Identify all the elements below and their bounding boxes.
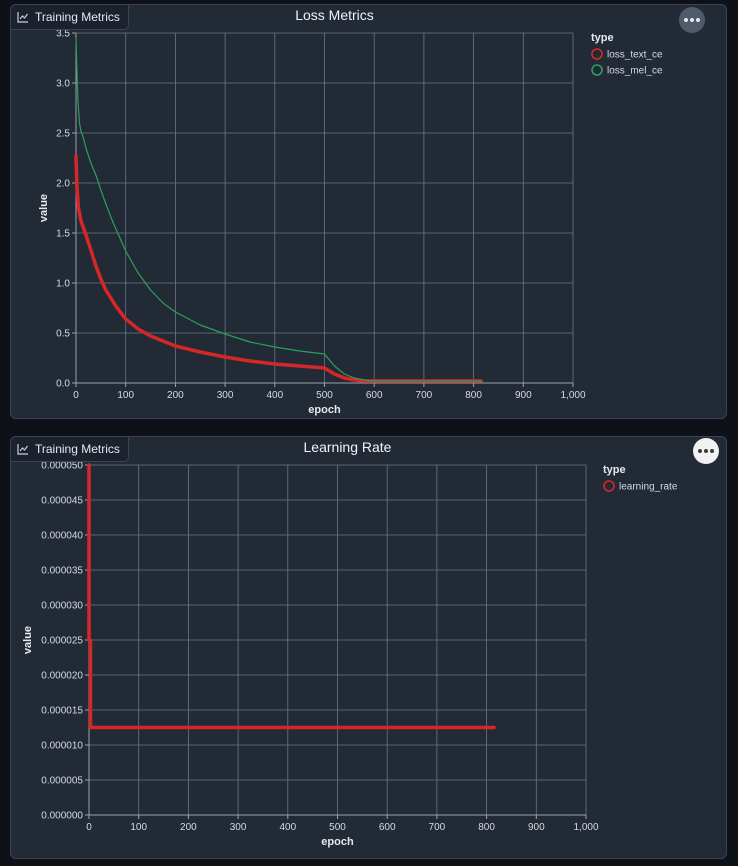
x-tick-label: 0	[86, 822, 92, 833]
series-line-learning-rate	[87, 463, 496, 730]
more-options-button[interactable]	[693, 438, 719, 464]
y-tick-label: 0.000025	[41, 636, 83, 647]
y-tick-label: 0.000000	[41, 811, 83, 822]
y-tick-label: 0.000050	[41, 461, 83, 472]
x-tick-label: 600	[379, 822, 396, 833]
x-tick-label: 500	[329, 822, 346, 833]
x-tick-label: 600	[366, 390, 383, 401]
x-tick-label: 100	[130, 822, 147, 833]
panel-tag-label: Training Metrics	[35, 10, 120, 24]
loss-metrics-chart: 0 100 200 300 400 500 600 700 800 900 1,000 0.0 0.5 1…	[38, 7, 663, 416]
legend-title: type	[591, 32, 614, 44]
x-tick-label: 200	[180, 822, 197, 833]
ellipsis-icon	[697, 449, 715, 453]
y-axis-label: value	[38, 194, 50, 222]
legend-title: type	[603, 464, 626, 476]
learning-rate-chart: 0 100 200 300 400 500 600 700 800 900 1,000 0.00000…	[22, 439, 678, 848]
chart-icon	[17, 444, 28, 455]
x-tick-label: 200	[167, 390, 184, 401]
x-tick-label: 900	[528, 822, 545, 833]
y-tick-label: 0.000005	[41, 776, 83, 787]
y-tick-label: 1.5	[56, 229, 70, 240]
legend-entry: loss_mel_ce	[607, 66, 663, 77]
y-tick-label: 0.000015	[41, 706, 83, 717]
y-axis-label: value	[22, 626, 34, 654]
x-tick-label: 900	[515, 390, 532, 401]
legend-symbol	[591, 64, 603, 76]
y-tick-label: 2.5	[56, 129, 70, 140]
x-tick-label: 100	[117, 390, 134, 401]
x-tick-label: 700	[416, 390, 433, 401]
y-tick-label: 0.5	[56, 329, 70, 340]
y-tick-label: 3.0	[56, 79, 70, 90]
y-tick-label: 0.000030	[41, 601, 83, 612]
y-tick-label: 3.5	[56, 29, 70, 40]
x-tick-label: 500	[316, 390, 333, 401]
x-axis-label: epoch	[321, 836, 354, 848]
x-tick-label: 800	[478, 822, 495, 833]
legend-symbol	[603, 480, 615, 492]
y-tick-label: 0.000035	[41, 566, 83, 577]
y-tick-label: 1.0	[56, 279, 70, 290]
legend-entry: learning_rate	[619, 482, 678, 493]
x-axis-label: epoch	[308, 404, 341, 416]
y-tick-label: 0.0	[56, 379, 70, 390]
x-tick-label: 400	[266, 390, 283, 401]
y-tick-label: 0.000010	[41, 741, 83, 752]
y-tick-label: 2.0	[56, 179, 70, 190]
x-tick-label: 0	[73, 390, 79, 401]
legend-symbol	[591, 48, 603, 60]
chart-title: Learning Rate	[304, 439, 392, 455]
y-tick-label: 0.000040	[41, 531, 83, 542]
panel-tag[interactable]: Training Metrics	[11, 437, 129, 462]
x-tick-label: 300	[217, 390, 234, 401]
ellipsis-icon	[683, 18, 701, 22]
chart-title: Loss Metrics	[295, 7, 374, 23]
legend-entry: loss_text_ce	[607, 50, 663, 61]
x-tick-label: 1,000	[573, 822, 598, 833]
x-tick-label: 1,000	[560, 390, 585, 401]
y-tick-label: 0.000045	[41, 496, 83, 507]
series-line-loss-mel-ce	[75, 37, 482, 382]
x-tick-label: 800	[465, 390, 482, 401]
x-tick-label: 300	[230, 822, 247, 833]
loss-metrics-panel: Training Metrics 0 100 200 300 400 500 600 700 8…	[10, 4, 727, 419]
panel-tag[interactable]: Training Metrics	[11, 5, 129, 30]
x-tick-label: 700	[429, 822, 446, 833]
more-options-button[interactable]	[679, 7, 705, 33]
panel-tag-label: Training Metrics	[35, 442, 120, 456]
y-tick-label: 0.000020	[41, 671, 83, 682]
learning-rate-panel: Training Metrics 0 100 200 300 400 500 600 700 8…	[10, 436, 727, 859]
x-tick-label: 400	[279, 822, 296, 833]
chart-icon	[17, 12, 28, 23]
